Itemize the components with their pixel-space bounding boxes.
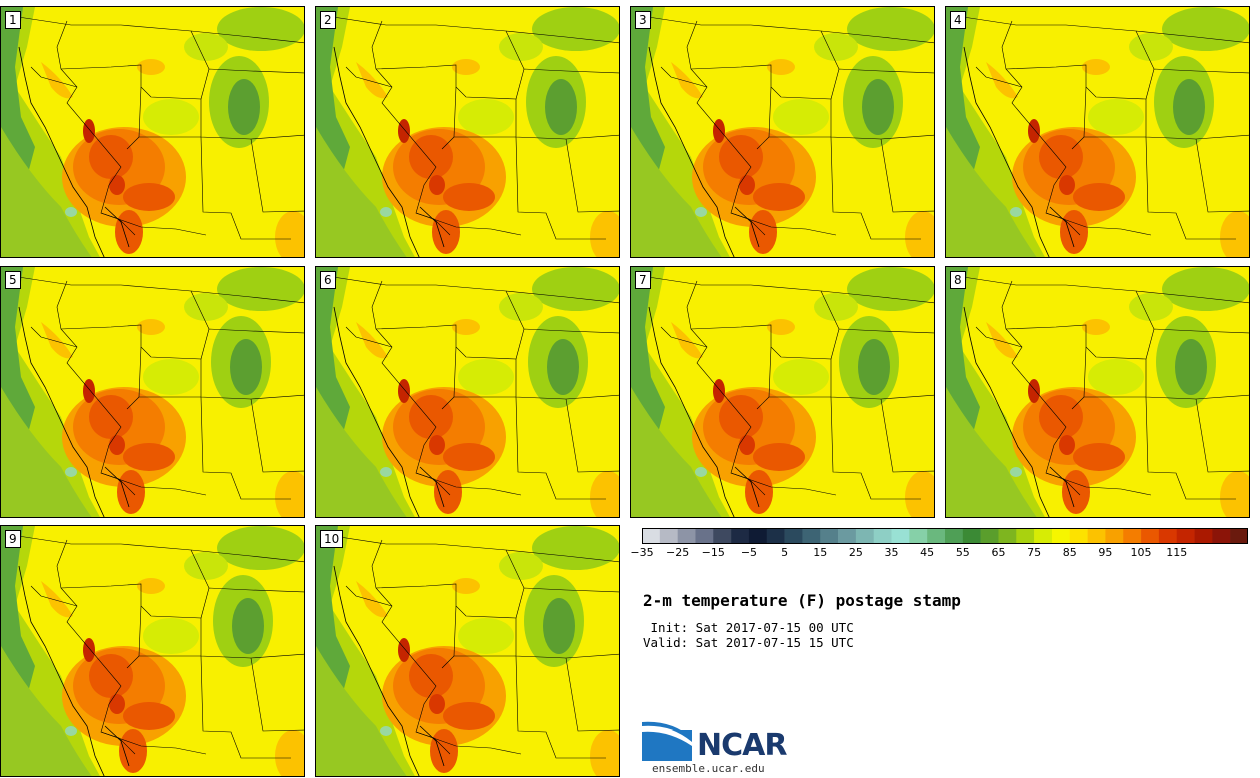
temperature-map	[631, 7, 934, 257]
colorbar-swatch	[731, 528, 750, 544]
colorbar-swatch	[1034, 528, 1053, 544]
member-number-label: 7	[635, 271, 651, 289]
colorbar-swatch	[1051, 528, 1071, 544]
member-number-label: 8	[950, 271, 966, 289]
colorbar-swatch	[891, 528, 910, 544]
temperature-map	[946, 7, 1249, 257]
colorbar-swatch	[713, 528, 732, 544]
member-panel: 8	[945, 266, 1250, 518]
colorbar-swatch	[1158, 528, 1177, 544]
colorbar-swatch	[945, 528, 964, 544]
member-number-label: 1	[5, 11, 21, 29]
colorbar-swatch	[838, 528, 857, 544]
member-number-label: 10	[320, 530, 344, 548]
colorbar-tick-label: 95	[1098, 546, 1113, 559]
valid-time: Valid: Sat 2017-07-15 15 UTC	[643, 635, 854, 650]
colorbar-tick-label: 35	[884, 546, 899, 559]
colorbar-swatch	[980, 528, 999, 544]
ensemble-url: ensemble.ucar.edu	[652, 762, 765, 775]
member-panel: 1	[0, 6, 305, 258]
colorbar-swatch	[909, 528, 928, 544]
colorbar-swatch	[1123, 528, 1142, 544]
colorbar-swatch	[766, 528, 785, 544]
temperature-map	[1, 526, 304, 776]
colorbar-swatch	[695, 528, 714, 544]
colorbar-swatch	[855, 528, 874, 544]
colorbar-swatch	[1230, 528, 1248, 544]
member-panel: 4	[945, 6, 1250, 258]
colorbar-swatch	[873, 528, 892, 544]
colorbar-tick-label: −5	[740, 546, 758, 559]
colorbar-tick-label: 45	[920, 546, 935, 559]
member-panel: 5	[0, 266, 305, 518]
member-panel: 9	[0, 525, 305, 777]
member-panel: 3	[630, 6, 935, 258]
temperature-map	[316, 526, 619, 776]
colorbar-tick-label: 115	[1166, 546, 1188, 559]
colorbar-tick-label: 25	[848, 546, 863, 559]
colorbar-swatch	[820, 528, 839, 544]
member-panel: 10	[315, 525, 620, 777]
colorbar-swatch	[748, 528, 768, 544]
temperature-map	[316, 267, 619, 517]
colorbar-swatch	[784, 528, 803, 544]
member-panel: 2	[315, 6, 620, 258]
member-panel: 7	[630, 266, 935, 518]
member-number-label: 6	[320, 271, 336, 289]
temperature-map	[316, 7, 619, 257]
colorbar-tick-label: −35	[630, 546, 654, 559]
colorbar-swatch	[1141, 528, 1160, 544]
temperature-map	[946, 267, 1249, 517]
ncar-logo-icon	[642, 721, 692, 761]
temperature-map	[1, 7, 304, 257]
colorbar-swatch	[1087, 528, 1106, 544]
member-number-label: 4	[950, 11, 966, 29]
colorbar-swatch	[1016, 528, 1035, 544]
colorbar-swatch	[1105, 528, 1124, 544]
colorbar-tick-label: 15	[813, 546, 828, 559]
colorbar-swatch	[677, 528, 696, 544]
ncar-logo-text: NCAR	[697, 728, 787, 763]
member-panel: 6	[315, 266, 620, 518]
init-time: Init: Sat 2017-07-15 00 UTC	[643, 620, 854, 635]
colorbar-swatch	[998, 528, 1017, 544]
colorbar-swatch	[1176, 528, 1195, 544]
colorbar-swatch	[1212, 528, 1231, 544]
member-number-label: 5	[5, 271, 21, 289]
colorbar-tick-labels: −35 −25 −15 −5 5 15 25 35 45 55 65 75 85 95 105 115	[630, 546, 1248, 562]
colorbar-swatch	[659, 528, 678, 544]
member-number-label: 3	[635, 11, 651, 29]
colorbar-swatch	[1194, 528, 1213, 544]
member-number-label: 2	[320, 11, 336, 29]
colorbar-tick-label: 75	[1027, 546, 1042, 559]
colorbar-swatch	[802, 528, 821, 544]
colorbar-frame	[642, 528, 1248, 544]
colorbar-tick-label: 85	[1062, 546, 1077, 559]
colorbar-swatch	[962, 528, 981, 544]
colorbar-swatch	[1069, 528, 1088, 544]
colorbar-swatch	[927, 528, 946, 544]
colorbar-tick-label: 105	[1130, 546, 1152, 559]
figure-title: 2-m temperature (F) postage stamp	[643, 591, 961, 610]
colorbar-swatch	[642, 528, 661, 544]
member-number-label: 9	[5, 530, 21, 548]
colorbar-tick-label: 65	[991, 546, 1006, 559]
colorbar-tick-label: 5	[781, 546, 789, 559]
temperature-map	[631, 267, 934, 517]
colorbar-tick-label: −15	[701, 546, 725, 559]
colorbar-tick-label: −25	[666, 546, 690, 559]
colorbar-tick-label: 55	[955, 546, 970, 559]
temperature-map	[1, 267, 304, 517]
temperature-colorbar	[642, 528, 1248, 544]
